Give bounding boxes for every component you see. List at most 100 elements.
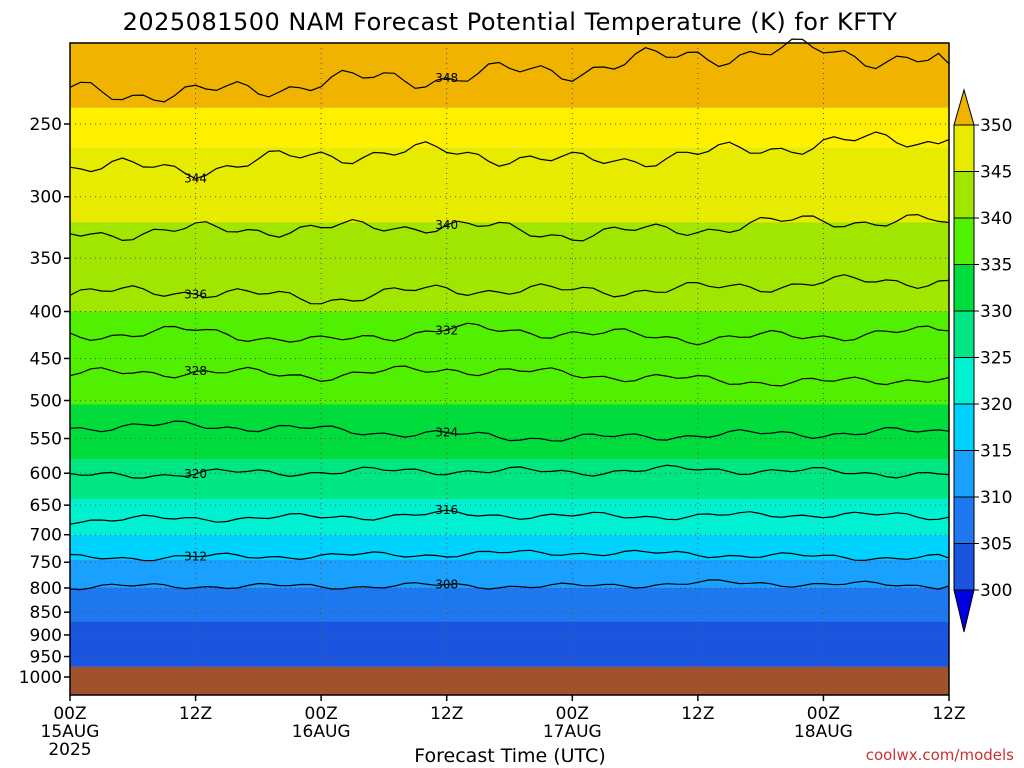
colorbar-label: 345	[980, 163, 1012, 183]
x-axis-label: Forecast Time (UTC)	[414, 745, 605, 767]
y-axis: 250 300 350 400 450 500 550 600 650 700 750 800 850 9…	[19, 115, 70, 688]
plot-area	[70, 43, 949, 667]
x-tick-label: 00Z	[305, 704, 338, 724]
contour-label-340: 340	[435, 218, 458, 232]
shade-band	[70, 147, 949, 223]
contour-label-336: 336	[184, 287, 207, 301]
shade-band	[70, 559, 949, 588]
x-tick-date: 15AUG	[41, 722, 100, 742]
y-tick-label: 800	[30, 579, 62, 599]
contour-label-text: 340	[435, 218, 458, 232]
colorbar-label: 315	[980, 442, 1012, 462]
shade-band	[70, 459, 949, 499]
contour-340	[69, 213, 950, 242]
colorbar-label: 320	[980, 395, 1012, 415]
contour-label-text: 308	[435, 578, 458, 592]
contour-label-344: 344	[184, 172, 207, 186]
y-tick-label: 700	[30, 526, 62, 546]
colorbar-label: 350	[980, 116, 1012, 136]
colorbar-top-arrow	[953, 88, 975, 126]
y-tick-label: 450	[30, 349, 62, 369]
colorbar-label: 310	[980, 488, 1012, 508]
contour-label-316: 316	[435, 503, 458, 517]
x-tick-label: 00Z	[807, 704, 840, 724]
contour-label-308: 308	[435, 578, 458, 592]
contour-328	[69, 365, 950, 387]
x-tick-label: 00Z	[53, 704, 86, 724]
colorbar-label: 330	[980, 302, 1012, 322]
shade-band	[70, 43, 949, 108]
colorbar-swatch	[953, 124, 975, 172]
y-tick-label: 1000	[19, 668, 62, 688]
shade-band	[70, 404, 949, 460]
contour-308	[69, 579, 950, 591]
contour-label-text: 328	[184, 364, 207, 378]
contour-label-text: 336	[184, 287, 207, 301]
contour-label-348: 348	[435, 71, 458, 85]
contour-320	[69, 464, 950, 479]
colorbar-swatch	[953, 543, 975, 591]
contour-label-text: 332	[435, 323, 458, 337]
colorbar-bottom-arrow	[953, 589, 975, 633]
x-tick-date: 17AUG	[543, 722, 602, 742]
colorbar-swatch	[953, 264, 975, 312]
contour-label-text: 348	[435, 71, 458, 85]
contour-label-text: 316	[435, 503, 458, 517]
chart-title: 2025081500 NAM Forecast Potential Temper…	[123, 8, 898, 36]
y-tick-label: 250	[30, 115, 62, 135]
y-tick-label: 400	[30, 302, 62, 322]
contour-332	[69, 322, 950, 346]
contour-label-text: 324	[435, 425, 458, 439]
x-tick-year: 2025	[48, 740, 91, 760]
contour-348	[69, 38, 950, 103]
colorbar-label: 325	[980, 349, 1012, 369]
x-tick-date: 16AUG	[292, 722, 351, 742]
colorbar-swatch	[953, 450, 975, 498]
contour-label-312: 312	[184, 550, 207, 564]
colorbar-label: 300	[980, 581, 1012, 601]
colorbar-swatch	[953, 171, 975, 219]
contour-label-320: 320	[184, 467, 207, 481]
y-tick-label: 550	[30, 430, 62, 450]
shade-band	[70, 621, 949, 667]
colorbar-label: 340	[980, 209, 1012, 229]
contour-label-324: 324	[435, 425, 458, 439]
contour-label-328: 328	[184, 364, 207, 378]
y-tick-label: 500	[30, 392, 62, 412]
contour-label-332: 332	[435, 323, 458, 337]
surface-fill	[70, 666, 949, 695]
y-tick-label: 950	[30, 648, 62, 668]
x-tick-date: 18AUG	[794, 722, 853, 742]
contour-336	[69, 274, 950, 305]
x-tick-label: 12Z	[681, 704, 714, 724]
colorbar-label: 305	[980, 535, 1012, 555]
contour-324	[69, 420, 950, 442]
x-tick-label: 12Z	[179, 704, 212, 724]
y-tick-label: 350	[30, 249, 62, 269]
colorbar-swatch	[953, 403, 975, 451]
y-tick-label: 900	[30, 626, 62, 646]
contour-316	[69, 509, 950, 525]
shade-band	[70, 107, 949, 148]
shade-band	[70, 587, 949, 622]
shade-band	[70, 311, 949, 405]
colorbar-swatch	[953, 310, 975, 358]
y-tick-label: 850	[30, 603, 62, 623]
colorbar-swatch	[953, 496, 975, 544]
contour-lines: 308 312 316 320 324 328 332 336 340 344 348	[69, 38, 950, 592]
x-tick-label: 12Z	[932, 704, 965, 724]
x-tick-label: 00Z	[556, 704, 589, 724]
y-tick-label: 650	[30, 496, 62, 516]
y-tick-label: 750	[30, 553, 62, 573]
plot-frame	[69, 42, 950, 696]
credit-text: coolwx.com/models	[866, 746, 1014, 764]
contour-label-text: 344	[184, 172, 207, 186]
colorbar-swatch	[953, 217, 975, 265]
contour-label-text: 312	[184, 550, 207, 564]
colorbar: 300 305 310 315 320 325 330 335 340 345 350	[953, 88, 1012, 633]
contour-312	[69, 549, 950, 562]
contour-label-text: 320	[184, 467, 207, 481]
contour-344	[69, 131, 950, 180]
ground-surface	[70, 666, 949, 695]
